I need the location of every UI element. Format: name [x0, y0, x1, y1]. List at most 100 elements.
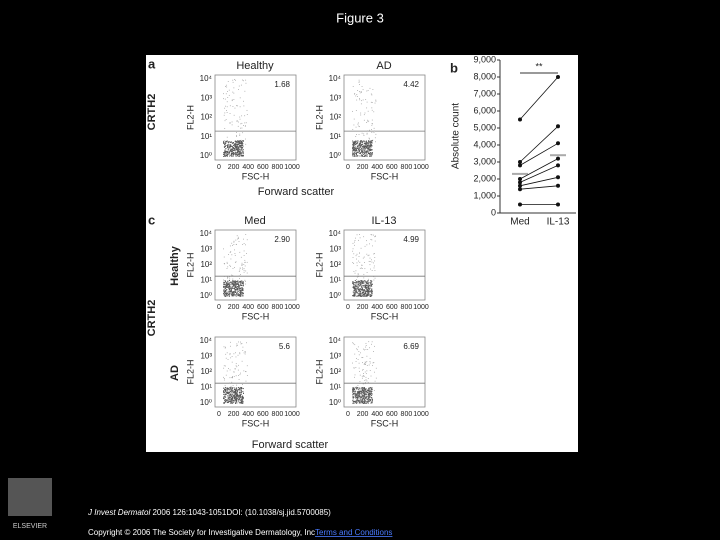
event-dot	[364, 112, 366, 114]
event-dot	[238, 387, 240, 389]
terms-link[interactable]: Terms and Conditions	[315, 528, 392, 537]
event-dot	[358, 143, 360, 145]
event-dot	[226, 286, 228, 288]
event-dot	[371, 389, 373, 391]
event-dot	[226, 268, 228, 269]
event-dot	[230, 357, 232, 359]
event-dot	[369, 370, 371, 371]
event-dot	[356, 279, 358, 280]
event-dot	[245, 143, 247, 145]
event-dot	[366, 394, 368, 396]
event-dot	[366, 122, 367, 123]
event-dot	[359, 261, 361, 263]
event-dot	[360, 140, 362, 142]
event-dot	[237, 354, 239, 356]
event-dot	[241, 289, 243, 291]
y-tick-label: 10²	[200, 113, 212, 122]
event-dot	[361, 390, 363, 392]
event-dot	[359, 396, 361, 398]
event-dot	[366, 145, 368, 147]
event-dot	[359, 370, 360, 372]
event-dot	[371, 148, 373, 150]
event-dot	[364, 284, 366, 286]
event-dot	[355, 146, 357, 148]
x-tick-label: 0	[346, 164, 350, 171]
event-dot	[232, 397, 234, 399]
event-dot	[224, 389, 226, 391]
event-dot	[367, 291, 369, 293]
event-dot	[239, 150, 241, 152]
event-dot	[363, 153, 365, 155]
event-dot	[229, 141, 231, 143]
event-dot	[223, 98, 224, 100]
event-dot	[233, 394, 235, 396]
event-dot	[358, 150, 360, 152]
event-dot	[240, 141, 242, 143]
event-dot	[229, 278, 231, 280]
event-dot	[231, 242, 233, 244]
event-dot	[227, 395, 229, 397]
event-dot	[368, 285, 370, 287]
event-dot	[234, 389, 236, 391]
event-dot	[365, 143, 367, 145]
event-dot	[362, 397, 364, 399]
event-dot	[357, 273, 359, 275]
event-dot	[241, 145, 243, 147]
event-dot	[237, 236, 239, 238]
event-dot	[243, 238, 244, 240]
event-dot	[236, 384, 238, 386]
event-dot	[231, 148, 233, 150]
event-dot	[223, 392, 225, 394]
event-dot	[365, 141, 367, 143]
event-dot	[233, 284, 235, 286]
event-dot	[235, 281, 237, 283]
event-dot	[223, 152, 225, 154]
event-dot	[363, 273, 365, 275]
event-dot	[240, 291, 242, 293]
event-dot	[355, 143, 357, 145]
event-dot	[364, 280, 366, 282]
event-dot	[231, 377, 233, 379]
event-dot	[224, 143, 226, 145]
event-dot	[225, 292, 227, 294]
event-dot	[360, 295, 362, 297]
event-dot	[226, 370, 228, 372]
event-dot	[363, 399, 365, 401]
event-dot	[366, 398, 368, 400]
event-dot	[357, 275, 359, 277]
event-dot	[357, 398, 359, 400]
event-dot	[362, 148, 364, 150]
y-axis-label: FL2-H	[185, 105, 195, 130]
event-dot	[370, 375, 372, 377]
event-dot	[371, 145, 373, 147]
event-dot	[354, 143, 356, 145]
event-dot	[360, 146, 362, 148]
x-axis-label: FSC-H	[242, 418, 270, 428]
event-dot	[228, 147, 230, 149]
event-dot	[229, 290, 231, 292]
event-dot	[367, 397, 369, 399]
event-dot	[353, 392, 355, 394]
event-dot	[240, 391, 242, 393]
event-dot	[375, 367, 377, 369]
event-dot	[366, 294, 368, 296]
event-dot	[365, 140, 367, 142]
event-dot	[353, 390, 355, 392]
plot-frame	[343, 336, 426, 408]
event-dot	[236, 281, 238, 283]
event-dot	[223, 283, 225, 285]
panel-letter: a	[148, 56, 156, 71]
x-tick-label: 400	[371, 411, 383, 418]
event-dot	[236, 287, 238, 289]
event-dot	[244, 115, 246, 117]
event-dot	[368, 341, 370, 343]
event-dot	[358, 147, 360, 149]
event-dot	[230, 150, 232, 152]
event-dot	[365, 402, 367, 404]
event-dot	[236, 343, 238, 345]
event-dot	[228, 292, 230, 294]
event-dot	[371, 293, 373, 295]
event-dot	[240, 396, 242, 398]
event-dot	[240, 152, 242, 154]
event-dot	[364, 401, 366, 403]
